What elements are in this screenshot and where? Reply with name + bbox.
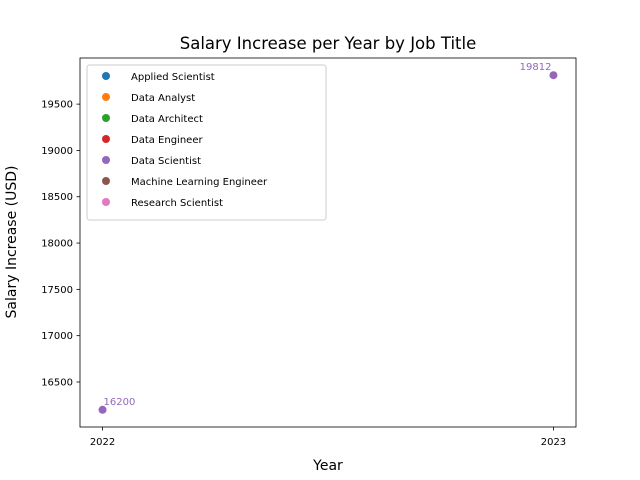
y-tick-label: 16500 (41, 377, 73, 388)
data-label: 19812 (520, 62, 552, 73)
legend-box (86, 64, 327, 221)
legend-marker (102, 177, 110, 185)
y-tick-label: 19000 (41, 146, 73, 157)
legend-marker (102, 93, 110, 101)
y-tick-label: 17000 (41, 331, 73, 342)
legend-marker (102, 114, 110, 122)
x-axis-title: Year (312, 458, 343, 474)
data-point (98, 405, 107, 414)
x-tick-label: 2022 (90, 437, 115, 448)
legend-marker (102, 72, 110, 80)
y-tick-label: 17500 (41, 285, 73, 296)
y-tick-label: 19500 (41, 100, 73, 111)
legend-label: Data Architect (131, 114, 203, 125)
legend-label: Data Engineer (131, 135, 203, 146)
legend-marker (102, 156, 110, 164)
chart-title: Salary Increase per Year by Job Title (180, 34, 477, 53)
legend-label: Applied Scientist (131, 72, 215, 83)
y-tick-label: 18000 (41, 239, 73, 250)
legend-label: Machine Learning Engineer (131, 177, 268, 188)
legend-marker (102, 198, 110, 206)
y-axis-title: Salary Increase (USD) (4, 166, 20, 319)
data-label: 16200 (104, 397, 136, 408)
plot-area: 16500 17000 17500 18000 18500 19000 19500 2022 2… (41, 57, 577, 448)
legend-label: Research Scientist (131, 198, 223, 209)
legend-label: Data Scientist (131, 156, 201, 167)
data-point (549, 71, 558, 80)
legend-marker (102, 135, 110, 143)
y-tick-label: 18500 (41, 192, 73, 203)
x-tick-label: 2023 (541, 437, 566, 448)
plot-frame (79, 57, 577, 428)
legend-label: Data Analyst (131, 93, 195, 104)
